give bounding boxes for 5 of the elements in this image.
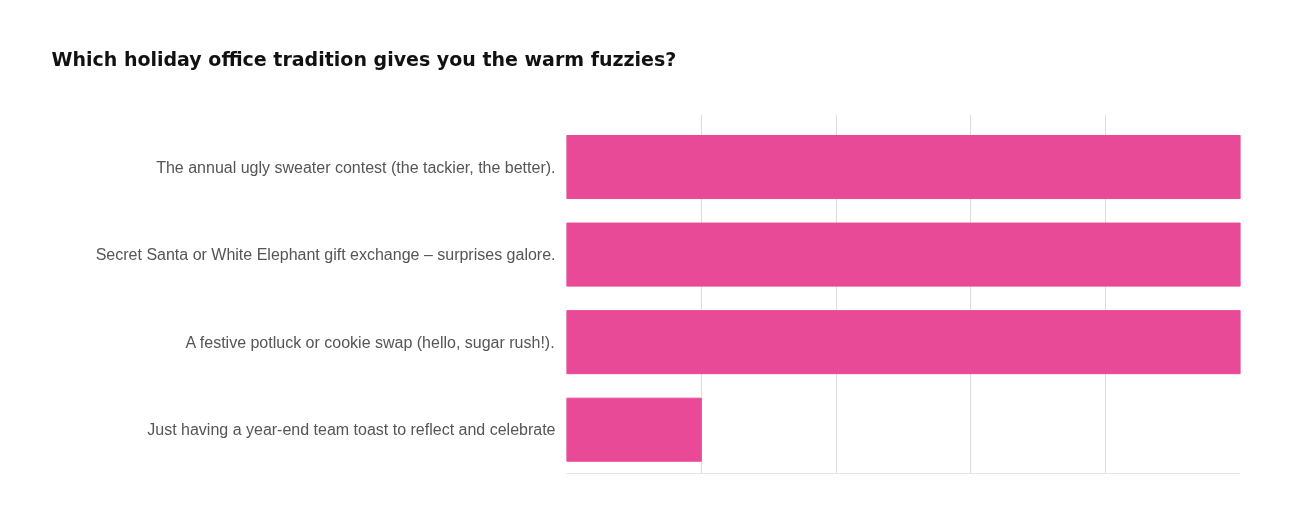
y-tick-label: Just having a year-end team toast to reflect and celebrate bbox=[147, 421, 556, 439]
text: Which holiday office tradition gives you the warm fuzzies? bbox=[51, 47, 677, 70]
y-tick-label: Secret Santa or White Elephant gift exchange – surprises galore. bbox=[95, 246, 556, 264]
y-tick-label: A festive potluck or cookie swap (hello, sugar rush!). bbox=[185, 333, 555, 351]
y-tick-label: The annual ugly sweater contest (the tackier, the better). bbox=[156, 158, 556, 176]
